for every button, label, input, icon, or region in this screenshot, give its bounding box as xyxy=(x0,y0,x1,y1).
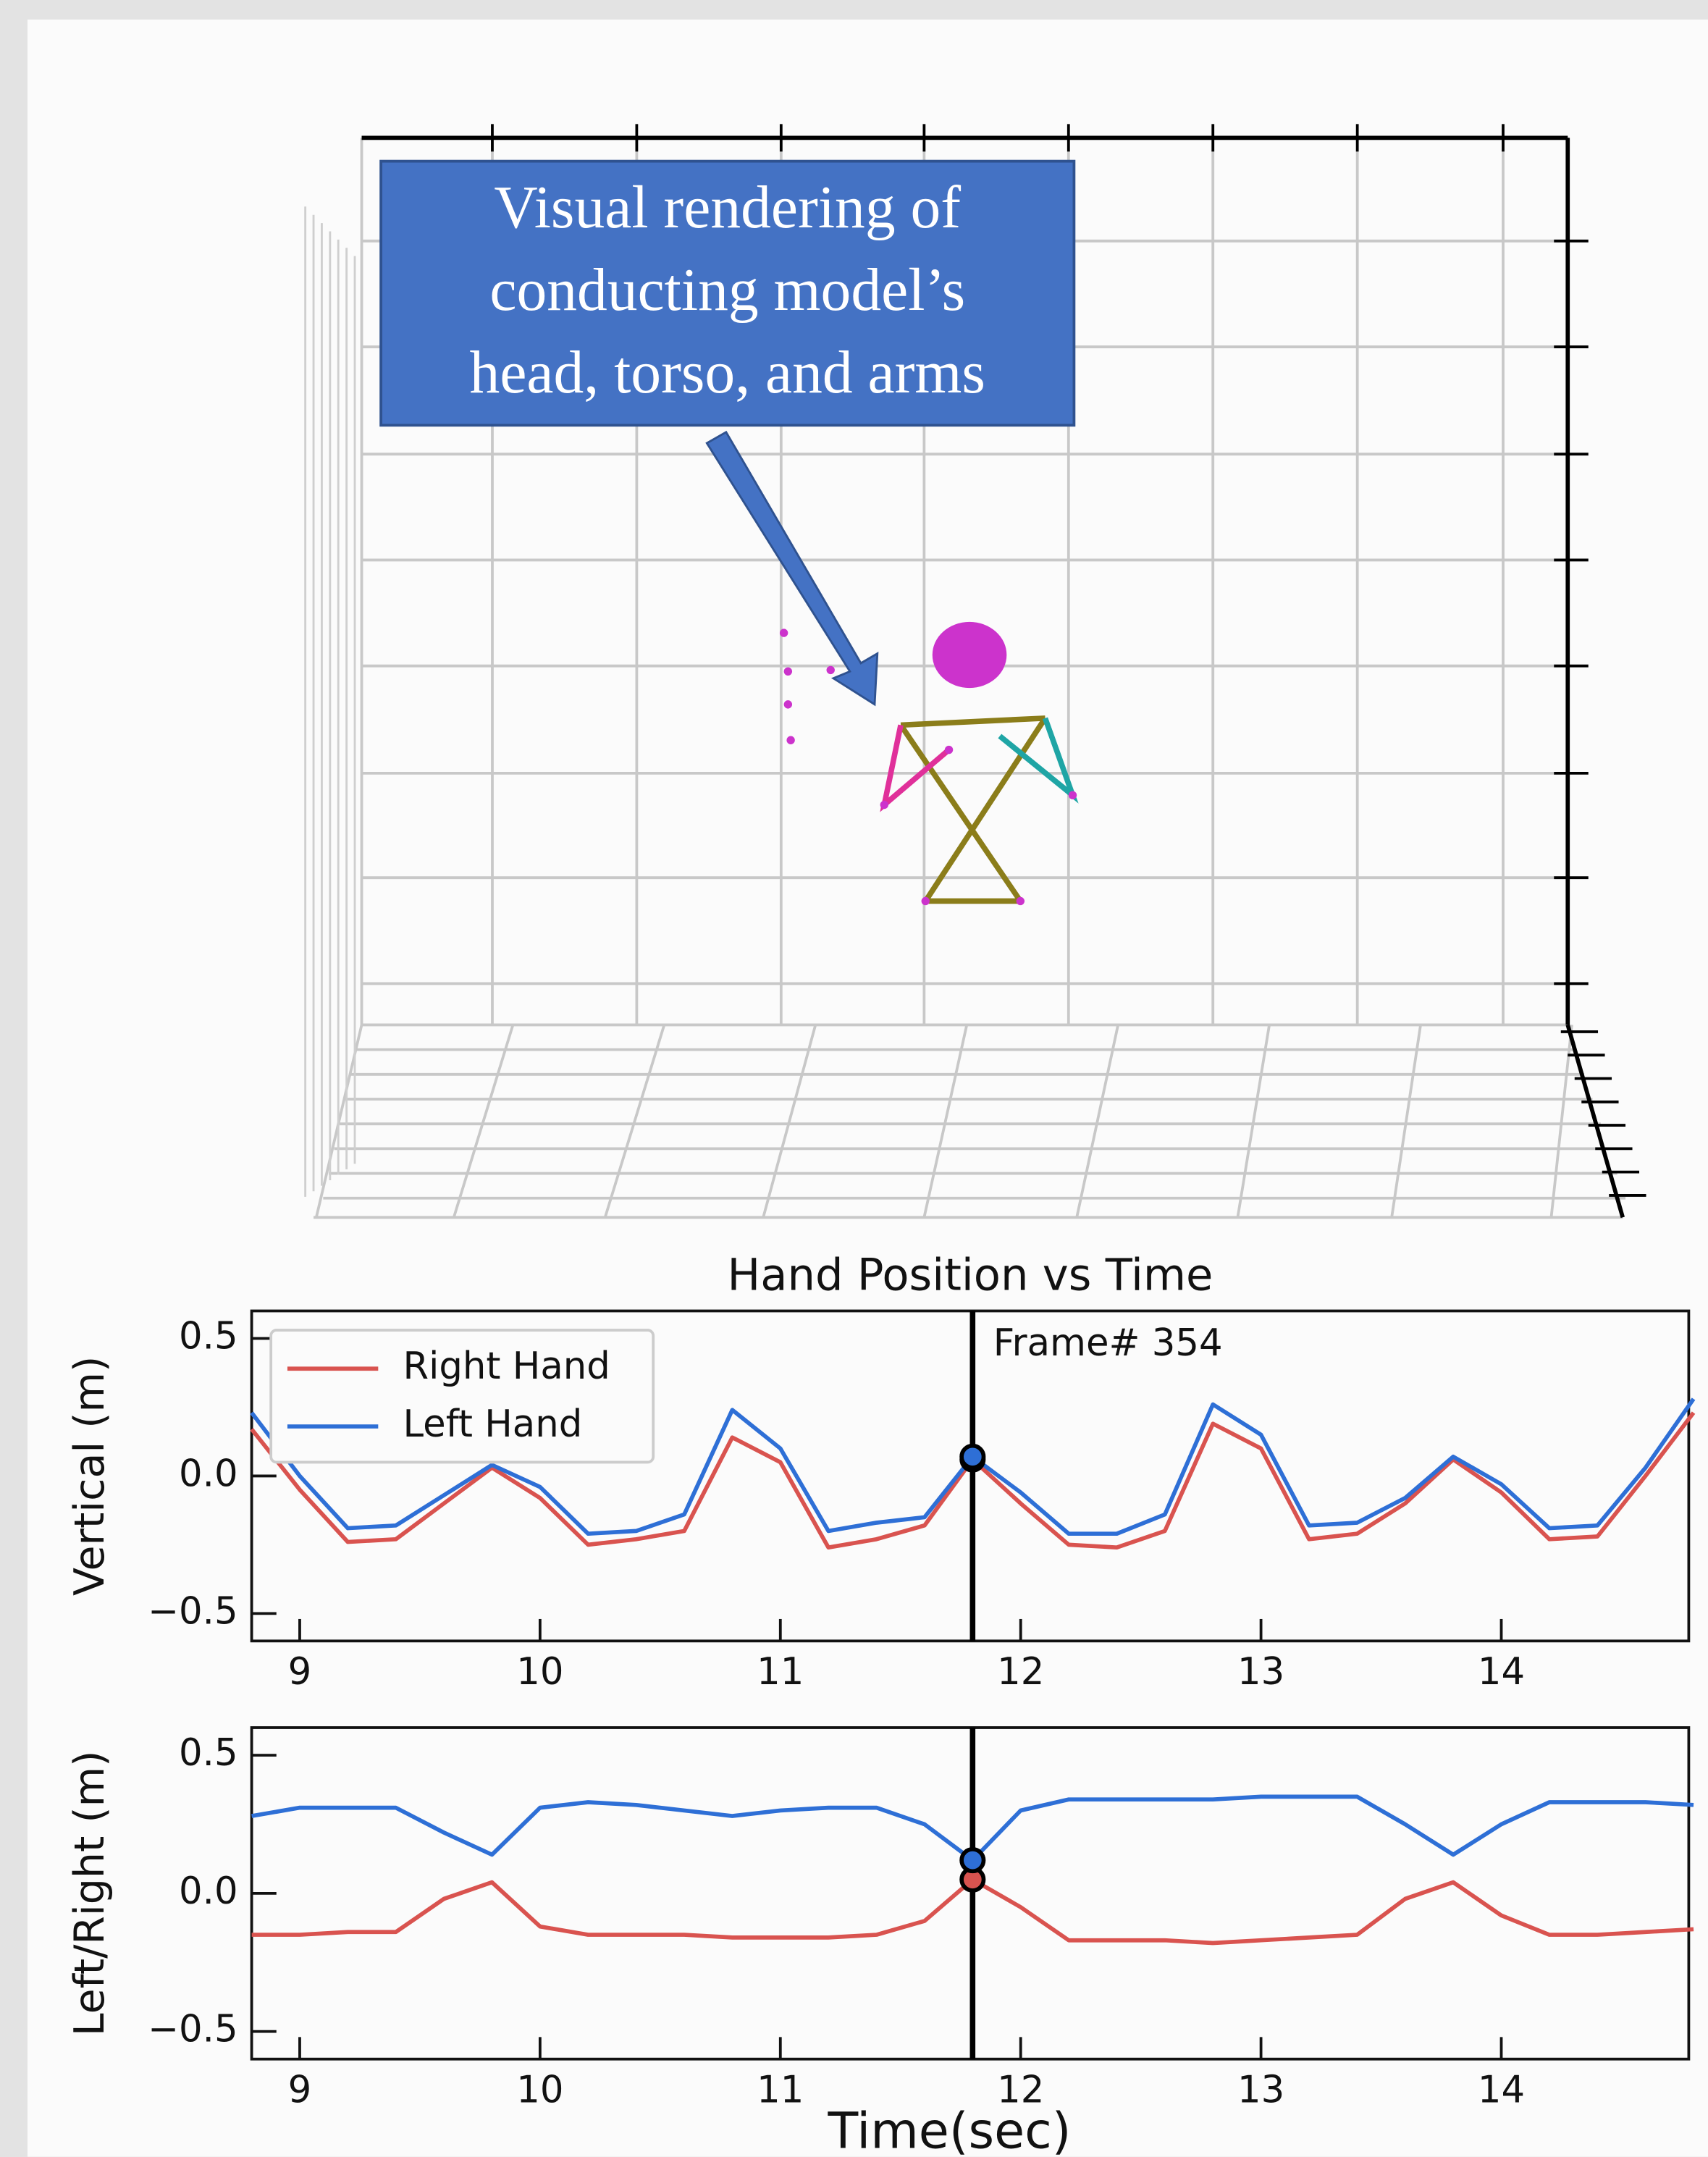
grid-3d-line xyxy=(1565,1024,1625,1219)
joints xyxy=(779,628,1077,906)
x-axis-label: Time(sec) xyxy=(828,2103,1072,2157)
annotation-box xyxy=(379,159,1076,427)
y-tick-label: 0.0 xyxy=(179,1452,238,1495)
stick-figure xyxy=(779,621,1079,906)
y-tick-label: −0.5 xyxy=(148,1589,237,1633)
annotation-text: head, torso, and arms xyxy=(470,340,985,406)
x-tick-label: 9 xyxy=(288,1650,312,1694)
annotation-arrow xyxy=(705,430,879,707)
grid-3d-line xyxy=(1075,1025,1120,1218)
grid-3d-line xyxy=(762,1024,817,1218)
3d-grid xyxy=(304,124,1646,1219)
grid-3d-line xyxy=(1236,1025,1271,1218)
grid-3d-line xyxy=(452,1024,515,1218)
cursor-dot xyxy=(959,1443,986,1470)
x-tick-label: 13 xyxy=(1237,2068,1284,2111)
legend-label: Right Hand xyxy=(403,1345,610,1388)
x-tick-label: 10 xyxy=(516,2068,563,2111)
chart-panel: Hand Position vs Time Vertical (m) 9 10 11 12… xyxy=(66,1250,1696,1694)
y-tick-label: −0.5 xyxy=(148,2008,237,2051)
chart-title: Hand Position vs Time xyxy=(728,1250,1213,1301)
x-tick-label: 12 xyxy=(997,2068,1044,2111)
x-tick-label: 13 xyxy=(1237,1650,1284,1694)
grid-3d-line xyxy=(603,1024,666,1218)
annotation-text: Visual rendering of xyxy=(494,175,961,241)
x-tick-label: 11 xyxy=(757,2068,804,2111)
frame-label: Frame# 354 xyxy=(993,1321,1223,1365)
cursor-dot xyxy=(959,1847,986,1874)
x-tick-label: 12 xyxy=(997,1650,1044,1694)
grid-3d-line xyxy=(922,1025,969,1218)
y-axis-label: Left/Right (m) xyxy=(66,1751,114,2036)
head xyxy=(932,621,1007,689)
annotation: Visual rendering of conducting model’s h… xyxy=(379,159,1076,707)
grid-3d-line xyxy=(1390,1025,1422,1218)
legend-box xyxy=(269,1329,655,1464)
annotation-text: conducting model’s xyxy=(489,257,965,324)
torso xyxy=(898,715,1048,904)
x-tick-label: 14 xyxy=(1478,1650,1525,1694)
grid-3d-line xyxy=(1549,1025,1573,1218)
x-tick-label: 9 xyxy=(288,2068,312,2111)
y-tick-label: 0.5 xyxy=(179,1314,238,1358)
chart-panel: Left/Right (m) Time(sec) 9 10 11 12 13 14 0.5 0.0… xyxy=(66,1726,1694,2157)
y-axis-label: Vertical (m) xyxy=(66,1356,114,1596)
x-tick-label: 10 xyxy=(516,1650,563,1694)
x-tick-label: 14 xyxy=(1478,2068,1525,2111)
x-tick-label: 11 xyxy=(757,1650,804,1694)
y-tick-label: 0.0 xyxy=(179,1870,238,1913)
legend-label: Left Hand xyxy=(403,1403,583,1446)
y-tick-label: 0.5 xyxy=(179,1731,238,1775)
